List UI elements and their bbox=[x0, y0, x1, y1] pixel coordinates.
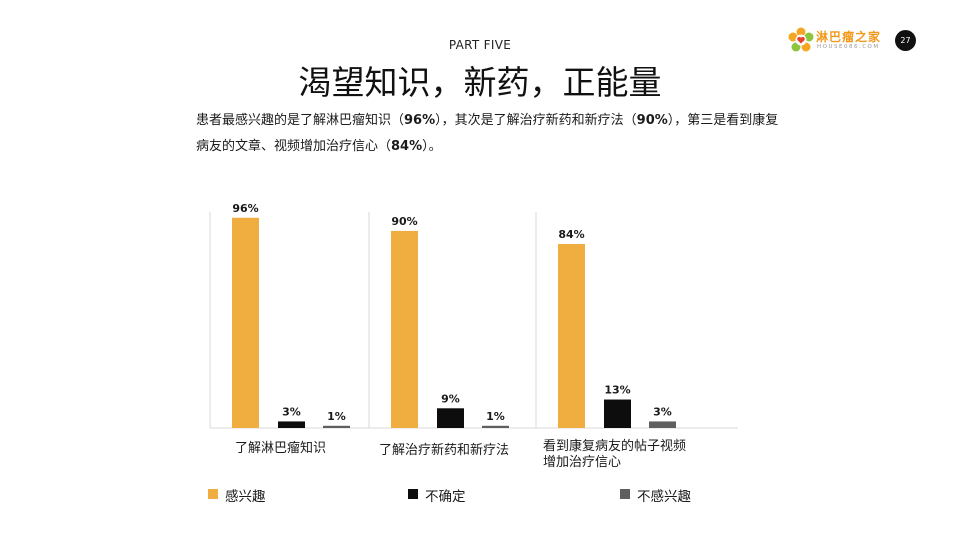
data-label-2-1: 90% bbox=[391, 215, 417, 228]
bar-2-1 bbox=[391, 230, 418, 428]
data-label-2-3: 1% bbox=[486, 410, 505, 423]
data-label-1-3: 1% bbox=[327, 410, 346, 423]
legend-label-2: 不确定 bbox=[425, 489, 466, 505]
legend-label-1: 感兴趣 bbox=[225, 489, 266, 505]
intro-value-1: 96% bbox=[404, 113, 436, 128]
category-label-1-1: 了解淋巴瘤知识 bbox=[235, 440, 326, 456]
category-label-2-1: 了解治疗新药和新疗法 bbox=[379, 442, 509, 458]
logo-subtext: HOUSE086.COM bbox=[817, 44, 880, 50]
bar-3-3 bbox=[649, 421, 676, 428]
intro-part-2: ），其次是了解治疗新药和新疗法（ bbox=[435, 113, 637, 128]
legend-label-3: 不感兴趣 bbox=[637, 489, 691, 505]
bar-1-1 bbox=[232, 217, 259, 428]
intro-text: 患者最感兴趣的是了解淋巴瘤知识（96%），其次是了解治疗新药和新疗法（90%），… bbox=[196, 108, 786, 160]
data-label-3-3: 3% bbox=[653, 405, 672, 418]
data-label-1-2: 3% bbox=[282, 405, 301, 418]
bar-3-1 bbox=[558, 244, 585, 428]
intro-part-4: ）。 bbox=[422, 139, 442, 154]
bar-3-2 bbox=[604, 399, 631, 428]
category-label-3-2: 增加治疗信心 bbox=[543, 455, 621, 470]
logo[interactable]: 淋巴瘤之家 HOUSE086.COM bbox=[788, 25, 893, 55]
page-number: 27 bbox=[895, 30, 916, 51]
category-label-3-1: 看到康复病友的帖子视频 bbox=[543, 438, 686, 454]
data-label-1-1: 96% bbox=[232, 202, 258, 215]
legend-swatch-2 bbox=[408, 489, 418, 499]
legend-swatch-1 bbox=[208, 489, 218, 499]
data-label-2-2: 9% bbox=[441, 392, 460, 405]
bar-1-2 bbox=[278, 421, 305, 428]
page-title: 渴望知识，新药，正能量 bbox=[298, 63, 662, 102]
legend-swatch-3 bbox=[620, 489, 630, 499]
bar-1-3 bbox=[323, 425, 350, 428]
data-label-3-1: 84% bbox=[558, 228, 584, 241]
bar-2-3 bbox=[482, 425, 509, 428]
part-label: PART FIVE bbox=[448, 38, 512, 52]
logo-name: 淋巴瘤之家 bbox=[816, 30, 882, 44]
intro-value-3: 84% bbox=[391, 139, 423, 154]
bar-2-2 bbox=[437, 408, 464, 428]
house-flower-logo-icon bbox=[788, 27, 814, 52]
intro-part-1: 患者最感兴趣的是了解淋巴瘤知识（ bbox=[196, 113, 405, 128]
data-label-3-2: 13% bbox=[604, 384, 630, 397]
intro-part-3: ），第三是看到康复病友的文章、视频增加治疗信心（ bbox=[196, 113, 779, 154]
intro-value-2: 90% bbox=[636, 113, 668, 128]
